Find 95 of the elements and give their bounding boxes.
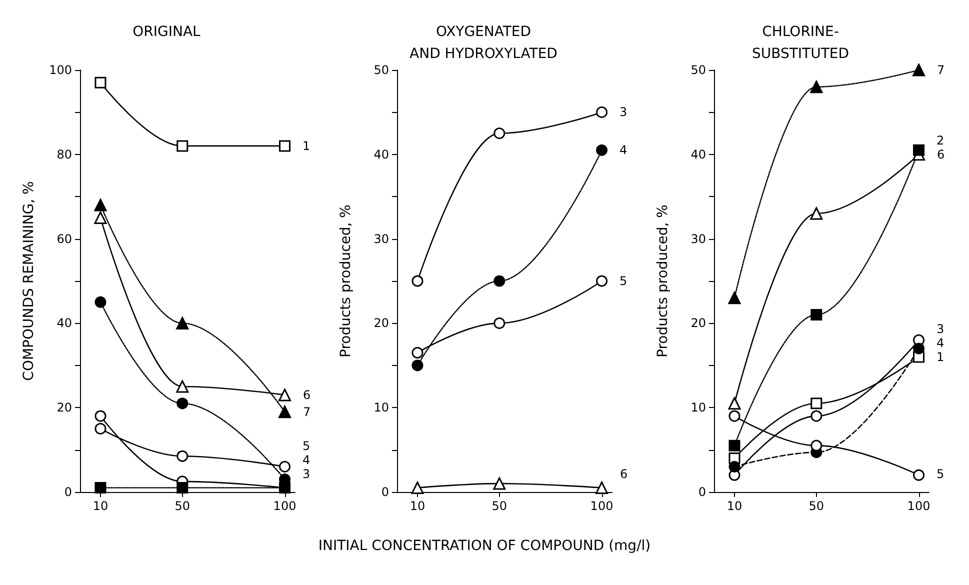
y-tick-label: 80 [56, 147, 72, 162]
point [728, 292, 741, 304]
point [176, 398, 188, 410]
y-tick-label: 20 [374, 316, 389, 330]
point [412, 346, 424, 358]
x-tick-label: 50 [492, 499, 508, 513]
point [411, 482, 424, 494]
point [278, 406, 292, 418]
point [810, 207, 823, 220]
point [913, 144, 925, 156]
x-tick-label: 10 [92, 499, 108, 513]
point [412, 360, 424, 372]
series-label: 4 [302, 453, 310, 467]
y-tick-label: 50 [690, 63, 706, 77]
point [412, 275, 424, 287]
point [728, 410, 740, 422]
chart-title: ORIGINAL [132, 24, 201, 40]
y-tick-label: 40 [374, 147, 389, 162]
point [94, 198, 107, 212]
point [728, 440, 740, 452]
point [596, 482, 608, 494]
x-axis-title: INITIAL CONCENTRATION OF COMPOUND (mg/l) [317, 538, 652, 554]
series-label: 5 [302, 439, 310, 453]
point [596, 275, 608, 287]
y-tick-label: 0 [64, 485, 72, 499]
point [176, 450, 188, 462]
point [94, 410, 106, 422]
series-label: 6 [937, 147, 945, 162]
point [810, 398, 822, 410]
point [728, 397, 741, 410]
y-tick-label: 50 [374, 63, 389, 77]
x-tick-label: 10 [410, 499, 426, 513]
y-tick-label: 30 [690, 232, 706, 246]
x-tick-label: 100 [907, 499, 930, 513]
series-label: 3 [620, 105, 628, 120]
point [810, 80, 823, 94]
series-label: 3 [302, 467, 310, 481]
point [810, 309, 822, 321]
series-label: 5 [620, 274, 628, 288]
point [728, 460, 740, 472]
point [94, 296, 106, 308]
point [94, 422, 106, 434]
point [494, 128, 506, 140]
y-tick-label: 100 [49, 63, 72, 77]
point [596, 144, 608, 156]
y-tick-label: 20 [690, 316, 706, 330]
point [810, 440, 822, 452]
y-tick-label: 30 [374, 232, 389, 246]
series-label: 2 [936, 133, 944, 148]
y-tick-label: 10 [374, 400, 389, 415]
series-label: 7 [303, 404, 311, 419]
series-label: 1 [302, 138, 310, 153]
point [810, 410, 822, 422]
series-label: 6 [620, 467, 628, 481]
point [912, 64, 926, 76]
chart-title: OXYGENATED AND HYDROXYLATED [410, 24, 558, 62]
point [176, 482, 188, 494]
point [278, 388, 292, 402]
y-axis-title: Products produced, % [655, 204, 671, 358]
y-axis-title: Products produced, % [338, 204, 354, 358]
x-tick-label: 10 [726, 499, 742, 513]
y-tick-label: 40 [56, 316, 72, 330]
point [913, 342, 925, 354]
series-label: 3 [936, 322, 944, 336]
point [913, 469, 925, 481]
point [493, 477, 506, 490]
y-tick-label: 40 [690, 147, 706, 162]
y-tick-label: 10 [690, 400, 706, 415]
point [176, 140, 188, 152]
chart-title: CHLORINE- SUBSTITUTED [752, 24, 850, 62]
point [94, 211, 107, 224]
series-label: 4 [936, 336, 944, 350]
point [94, 482, 106, 494]
point [176, 380, 189, 393]
point [176, 316, 189, 330]
y-axis-title: COMPOUNDS REMAINING, % [21, 181, 37, 381]
series-label: 7 [937, 63, 945, 77]
x-tick-label: 50 [808, 499, 824, 513]
point [279, 460, 291, 472]
series-label: 5 [936, 467, 944, 481]
y-tick-label: 20 [56, 400, 72, 415]
point [279, 140, 291, 152]
x-tick-label: 50 [174, 499, 190, 513]
series-label: 1 [936, 350, 944, 364]
point [94, 76, 106, 88]
series-label: 4 [620, 143, 628, 158]
x-tick-label: 100 [590, 499, 614, 513]
x-tick-label: 100 [273, 499, 296, 513]
series-label: 6 [303, 388, 311, 402]
y-tick-label: 0 [381, 485, 389, 499]
point [494, 275, 506, 287]
y-tick-label: 0 [698, 485, 706, 499]
y-tick-label: 60 [56, 232, 72, 246]
point [494, 317, 506, 329]
point [596, 106, 608, 118]
